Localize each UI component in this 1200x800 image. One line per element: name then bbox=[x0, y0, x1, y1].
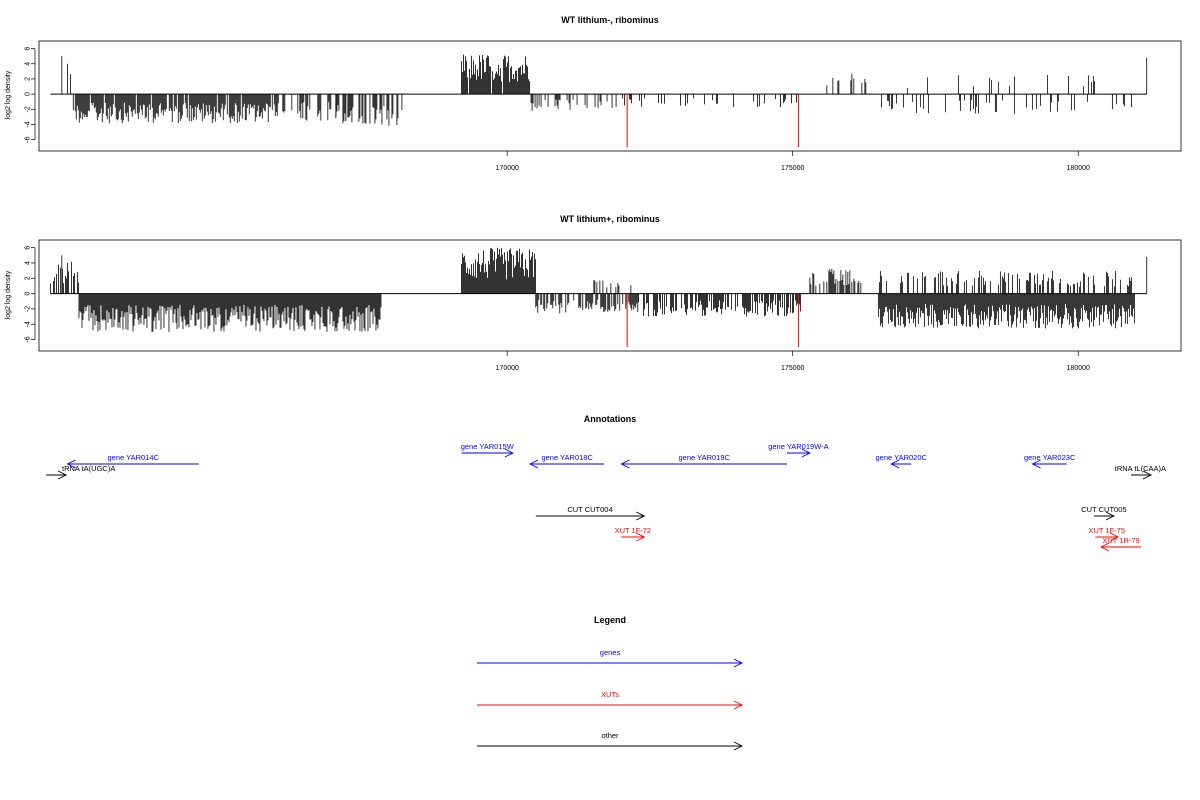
annotation-feature: gene YAR018C bbox=[529, 453, 605, 469]
annotation-feature: gene YAR020C bbox=[875, 453, 928, 469]
y-tick-label: 2 bbox=[25, 77, 32, 81]
annotations-track: Annotations tRNA tA(UGC)A gene YAR014C gen… bbox=[46, 414, 1166, 552]
legend-item: other bbox=[477, 731, 744, 751]
annotation-feature: tRNA tA(UGC)A bbox=[46, 464, 115, 480]
annotations-title: Annotations bbox=[584, 414, 637, 424]
legend: Legend genes XUTs other bbox=[477, 615, 744, 751]
panel-title: WT lithium+, ribominus bbox=[560, 214, 660, 224]
feature-arrow-head bbox=[1105, 511, 1115, 521]
y-tick-label: -4 bbox=[25, 121, 32, 127]
plot-frame bbox=[38, 40, 1182, 152]
feature-label: gene YAR020C bbox=[875, 453, 927, 462]
feature-label: gene YAR014C bbox=[107, 453, 159, 462]
legend-arrow-head bbox=[733, 700, 744, 710]
legend-title: Legend bbox=[594, 615, 626, 625]
x-tick-label: 180000 bbox=[1067, 365, 1090, 372]
y-tick-label: 4 bbox=[25, 62, 32, 66]
annotation-feature: XUT 1F-75 bbox=[1088, 526, 1125, 542]
feature-label: XUT 1R-79 bbox=[1102, 536, 1139, 545]
legend-label: genes bbox=[600, 648, 621, 657]
feature-arrow-head bbox=[636, 511, 646, 521]
coverage-bars bbox=[50, 54, 1148, 148]
legend-item: genes bbox=[477, 648, 744, 668]
feature-label: tRNA tL(CAA)A bbox=[1115, 464, 1166, 473]
y-axis-label: log2 log density bbox=[5, 70, 12, 119]
y-tick-label: -6 bbox=[25, 336, 32, 342]
feature-arrow-head bbox=[801, 448, 811, 458]
feature-label: gene YAR015W bbox=[461, 442, 515, 451]
y-axis-label: log2 log density bbox=[5, 270, 12, 319]
feature-arrow-head bbox=[504, 448, 514, 458]
legend-items: genes XUTs other bbox=[477, 648, 744, 751]
x-tick-label: 175000 bbox=[781, 365, 804, 372]
feature-arrow-head bbox=[57, 470, 68, 480]
annotation-feature: CUT CUT005 bbox=[1081, 505, 1127, 521]
feature-arrow-head bbox=[620, 459, 630, 469]
feature-label: gene YAR023C bbox=[1024, 453, 1076, 462]
feature-label: tRNA tA(UGC)A bbox=[62, 464, 115, 473]
annotation-feature: XUT 1R-79 bbox=[1100, 536, 1142, 552]
x-axis: 170000 175000 180000 bbox=[496, 351, 1090, 372]
feature-label: gene YAR019W-A bbox=[768, 442, 828, 451]
annotation-feature: tRNA tL(CAA)A bbox=[1115, 464, 1166, 480]
legend-label: other bbox=[601, 731, 619, 740]
feature-label: XUT 1F-75 bbox=[1088, 526, 1125, 535]
legend-arrow-head bbox=[733, 741, 744, 751]
y-axis-label-group: log2 log density bbox=[5, 70, 12, 119]
feature-arrow-head bbox=[1031, 459, 1041, 469]
y-axis: 6 4 2 0 -2 -4 -6 bbox=[25, 47, 36, 143]
coverage-panel-lithium-plus: WT lithium+, ribominus log2 log density … bbox=[5, 214, 1182, 372]
feature-arrow-head bbox=[66, 459, 76, 469]
coverage-panel-lithium-minus: WT lithium-, ribominus log2 log density … bbox=[5, 15, 1182, 172]
annotation-feature: gene YAR015W bbox=[461, 442, 515, 458]
feature-arrow-head bbox=[636, 532, 646, 542]
y-tick-label: -2 bbox=[25, 306, 32, 312]
annotation-feature: XUT 1F-72 bbox=[615, 526, 652, 542]
legend-arrow-head bbox=[733, 658, 744, 668]
annotation-feature: gene YAR019W-A bbox=[768, 442, 829, 458]
annotation-feature: gene YAR014C bbox=[66, 453, 199, 469]
y-tick-label: 0 bbox=[25, 92, 32, 96]
plot-frame bbox=[38, 239, 1182, 352]
feature-arrow-head bbox=[1100, 542, 1110, 552]
y-axis-label-group: log2 log density bbox=[5, 270, 12, 319]
x-axis: 170000 175000 180000 bbox=[496, 151, 1090, 172]
feature-arrow-head bbox=[890, 459, 900, 469]
annotation-feature: gene YAR023C bbox=[1024, 453, 1076, 469]
annotation-features: tRNA tA(UGC)A gene YAR014C gene YAR015W gen… bbox=[46, 442, 1166, 552]
feature-arrow-head bbox=[1142, 470, 1153, 480]
y-tick-label: 4 bbox=[25, 261, 32, 265]
feature-label: gene YAR019C bbox=[678, 453, 730, 462]
y-tick-label: 6 bbox=[25, 246, 32, 250]
feature-label: CUT CUT005 bbox=[1081, 505, 1126, 514]
legend-label: XUTs bbox=[601, 690, 619, 699]
y-tick-label: 0 bbox=[25, 292, 32, 296]
panel-title: WT lithium-, ribominus bbox=[561, 15, 659, 25]
feature-label: CUT CUT004 bbox=[567, 505, 612, 514]
y-tick-label: -4 bbox=[25, 321, 32, 327]
y-axis: 6 4 2 0 -2 -4 -6 bbox=[25, 246, 36, 343]
x-tick-label: 170000 bbox=[496, 165, 519, 172]
y-tick-label: 2 bbox=[25, 276, 32, 280]
feature-arrow-head bbox=[529, 459, 539, 469]
y-tick-label: -6 bbox=[25, 136, 32, 142]
feature-label: XUT 1F-72 bbox=[615, 526, 652, 535]
x-tick-label: 175000 bbox=[781, 165, 804, 172]
coverage-bars bbox=[50, 247, 1148, 348]
y-tick-label: -2 bbox=[25, 106, 32, 112]
y-tick-label: 6 bbox=[25, 47, 32, 51]
annotation-feature: gene YAR019C bbox=[620, 453, 788, 469]
annotation-feature: CUT CUT004 bbox=[535, 505, 646, 521]
feature-arrow-head bbox=[1109, 532, 1120, 542]
x-tick-label: 170000 bbox=[496, 365, 519, 372]
feature-label: gene YAR018C bbox=[541, 453, 593, 462]
x-tick-label: 180000 bbox=[1067, 165, 1090, 172]
legend-item: XUTs bbox=[477, 690, 744, 710]
